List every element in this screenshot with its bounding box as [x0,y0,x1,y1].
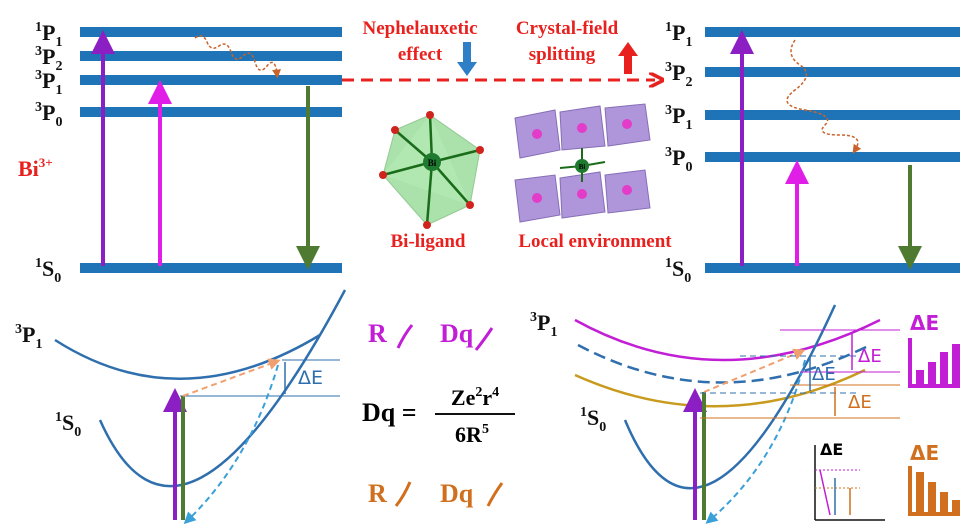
right-potential-curves [574,304,900,524]
right-curve-labels: 3P1 1S0 [530,310,606,435]
icon-label: ΔE [910,311,939,335]
term-label: 3P0 [35,100,62,130]
level-bar [80,27,342,37]
term-label: 3P2 [665,60,692,90]
delta-label: ΔE [848,392,872,413]
dq-label: Dq [440,319,474,348]
term-label: 3P1 [35,68,62,98]
left-potential-curves [54,289,347,525]
term-label: 1P1 [35,20,62,50]
trend-arrow [396,324,414,349]
term-label: 3P1 [530,310,557,340]
right-labels: 1P1 3P2 3P1 3P0 1S0 [665,20,692,286]
effect-label: splitting [529,44,596,65]
atom-label: Bi [579,163,586,171]
formula-lhs: Dq = [362,398,417,427]
left-curve-labels: 3P1 1S0 [15,322,81,440]
dq-label: Dq [440,479,474,508]
r-label: R [368,479,387,508]
term-label: 1P1 [665,20,692,50]
term-label: 1S0 [580,405,606,435]
up-arrow-icon [618,42,638,74]
term-label: 1S0 [35,256,61,286]
delta-label: ΔE [858,346,882,367]
level-bar [80,107,342,117]
local-environment: Bi [514,103,651,223]
decrease-icon [908,466,960,516]
atom-label: Bi [428,158,437,168]
term-label: 3P0 [665,145,692,175]
bi-ligand-octahedron: Bi [379,111,484,229]
increase-icon [908,338,960,388]
delta-label: ΔE [298,367,323,389]
right-levels [705,27,960,273]
icon-label: ΔE [910,441,939,465]
caption: Local environment [518,231,672,252]
term-label: 3P1 [15,322,42,352]
formula-denominator: 6R5 [455,422,489,447]
term-label: 3P2 [35,44,62,74]
relaxation-arrow [194,35,281,79]
down-arrow-icon [457,42,477,76]
trend-increase: R Dq [368,319,494,351]
caption: Bi-ligand [391,231,466,252]
term-label: 1S0 [55,410,81,440]
effect-label: Nephelauxetic [362,18,477,39]
level-bar [80,263,342,273]
level-bar [80,75,342,85]
left-levels [80,27,342,273]
effect-label: Crystal-field [516,18,619,39]
formula-numerator: Ze2r4 [451,385,499,410]
inset-chart [814,445,885,521]
trend-decrease: R Dq [368,479,504,508]
level-bar [80,51,342,61]
r-label: R [368,319,387,348]
term-label: 1S0 [665,256,691,286]
delta-label: ΔE [812,364,836,385]
ion-label: Bi3+ [18,155,53,181]
term-label: 3P1 [665,103,692,133]
inset-label: ΔE [820,440,843,459]
effect-label: effect [398,44,443,65]
